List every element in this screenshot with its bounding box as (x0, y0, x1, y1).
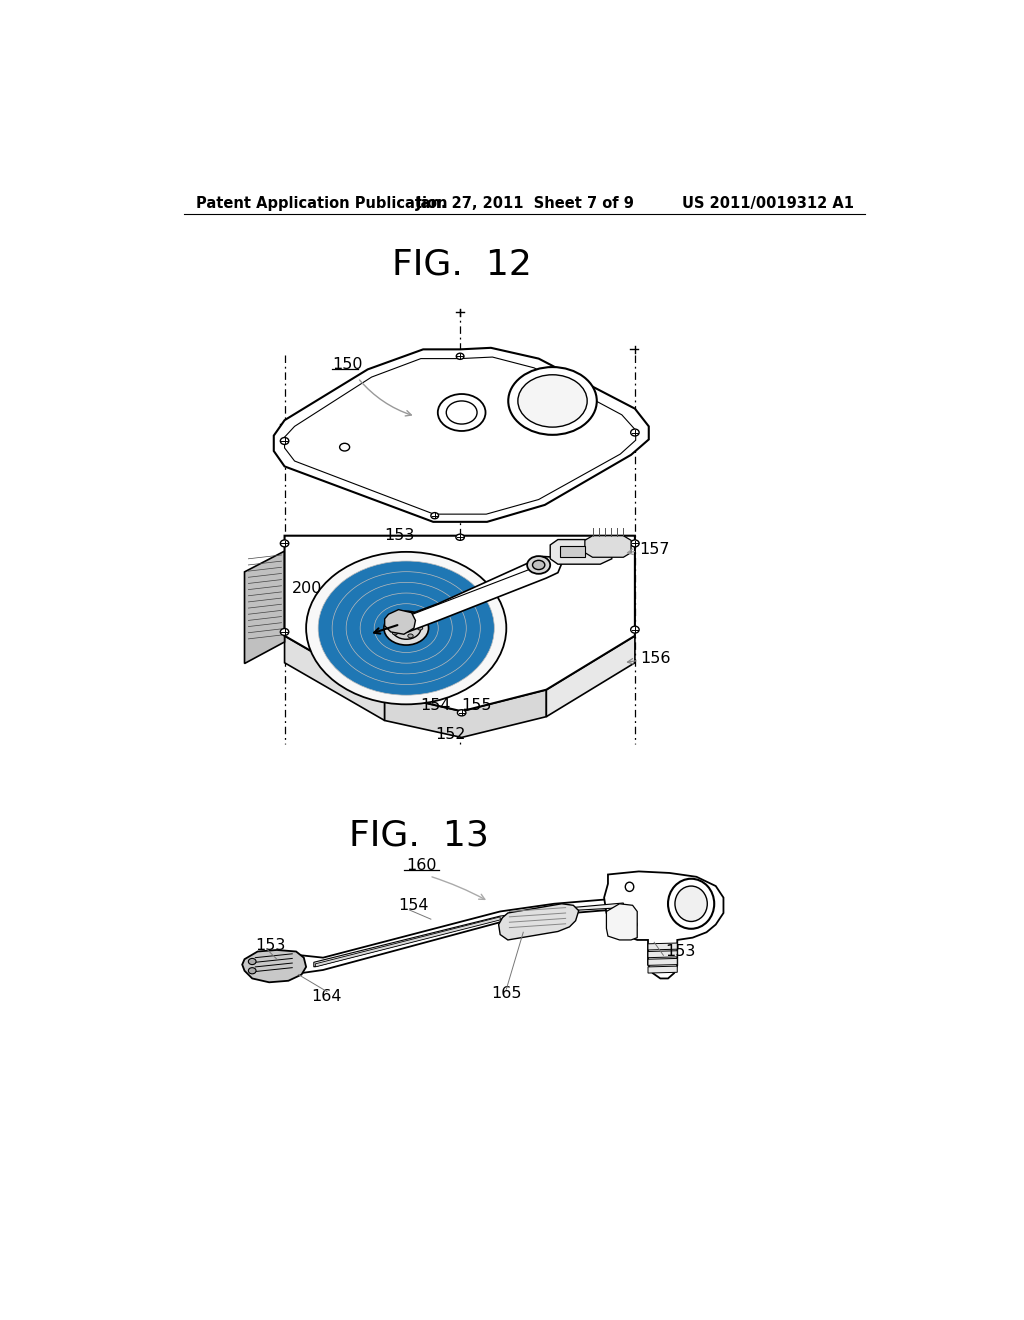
Ellipse shape (346, 582, 466, 673)
Text: 153: 153 (666, 944, 696, 960)
Polygon shape (648, 950, 677, 958)
Ellipse shape (629, 920, 637, 929)
Ellipse shape (626, 882, 634, 891)
Polygon shape (271, 896, 645, 973)
Ellipse shape (438, 393, 485, 430)
Polygon shape (648, 958, 677, 965)
Text: 164: 164 (311, 989, 342, 1003)
Ellipse shape (668, 879, 714, 929)
Ellipse shape (281, 628, 289, 635)
Text: 155: 155 (462, 697, 493, 713)
Text: US 2011/0019312 A1: US 2011/0019312 A1 (682, 195, 854, 211)
Ellipse shape (457, 354, 464, 359)
Ellipse shape (532, 560, 545, 570)
Ellipse shape (408, 618, 414, 622)
Ellipse shape (340, 444, 349, 451)
Text: 153: 153 (385, 528, 415, 544)
Ellipse shape (431, 512, 438, 519)
Polygon shape (550, 540, 611, 564)
Ellipse shape (306, 552, 506, 705)
Polygon shape (313, 903, 624, 966)
Ellipse shape (518, 375, 587, 428)
Ellipse shape (249, 968, 256, 974)
Ellipse shape (249, 958, 256, 965)
Polygon shape (648, 942, 677, 950)
Ellipse shape (374, 603, 438, 652)
Text: 150: 150 (333, 358, 362, 372)
Polygon shape (585, 536, 631, 557)
Ellipse shape (392, 631, 397, 635)
Ellipse shape (281, 437, 289, 445)
Ellipse shape (675, 886, 708, 921)
Polygon shape (606, 904, 637, 940)
Text: Jan. 27, 2011  Sheet 7 of 9: Jan. 27, 2011 Sheet 7 of 9 (416, 195, 634, 211)
Polygon shape (245, 552, 285, 664)
Text: 154: 154 (421, 697, 451, 713)
Ellipse shape (458, 710, 466, 715)
Polygon shape (285, 636, 385, 721)
Polygon shape (243, 950, 306, 982)
Text: 157: 157 (639, 543, 670, 557)
Text: 154: 154 (398, 898, 429, 913)
Polygon shape (547, 636, 635, 717)
Ellipse shape (281, 540, 289, 546)
Polygon shape (604, 871, 724, 978)
Ellipse shape (418, 626, 423, 630)
Text: FIG.  12: FIG. 12 (392, 248, 531, 281)
Text: 160: 160 (407, 858, 437, 873)
Text: 156: 156 (640, 651, 671, 667)
Polygon shape (560, 545, 585, 557)
Ellipse shape (456, 535, 464, 540)
Text: Patent Application Publication: Patent Application Publication (196, 195, 447, 211)
Polygon shape (499, 904, 579, 940)
Text: 152: 152 (435, 727, 465, 742)
Ellipse shape (508, 367, 597, 434)
Ellipse shape (360, 593, 453, 663)
Ellipse shape (392, 622, 397, 626)
Ellipse shape (384, 611, 429, 645)
Polygon shape (315, 917, 500, 966)
Polygon shape (285, 358, 636, 515)
Ellipse shape (446, 401, 477, 424)
Text: 153: 153 (255, 937, 286, 953)
Ellipse shape (391, 616, 421, 639)
Polygon shape (385, 689, 547, 738)
Polygon shape (648, 966, 677, 973)
Text: FIG.  13: FIG. 13 (349, 818, 489, 853)
Ellipse shape (631, 626, 639, 634)
Text: 200: 200 (292, 581, 323, 595)
Ellipse shape (631, 540, 639, 546)
Ellipse shape (318, 561, 495, 696)
Polygon shape (285, 536, 635, 711)
Polygon shape (273, 348, 649, 521)
Ellipse shape (527, 556, 550, 574)
Ellipse shape (408, 634, 414, 638)
Polygon shape (385, 610, 416, 635)
Polygon shape (394, 557, 562, 632)
Text: 165: 165 (492, 986, 521, 1002)
Ellipse shape (631, 429, 639, 436)
Ellipse shape (332, 572, 480, 685)
